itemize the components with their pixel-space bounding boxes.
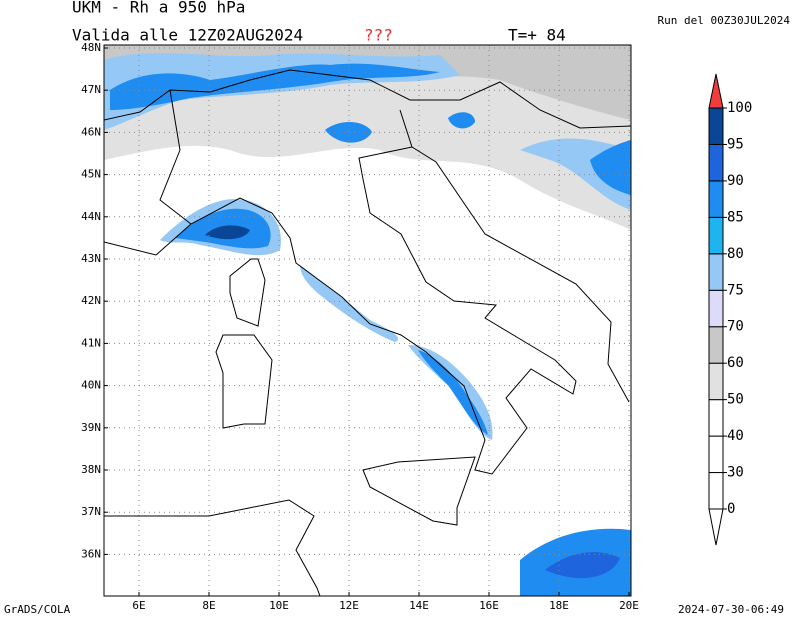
humidity-area (590, 140, 631, 195)
colorbar-box (708, 216, 724, 255)
colorbar-label: 75 (727, 282, 744, 298)
coastlines (104, 69, 631, 596)
lat-label: 43N (81, 252, 101, 265)
lat-label: 41N (81, 336, 101, 349)
colorbar-box (708, 289, 724, 328)
colorbar-arrow (708, 73, 724, 109)
lat-label: 46N (81, 125, 101, 138)
colorbar-box (708, 180, 724, 218)
colorbar-box (708, 399, 724, 437)
humidity-area (205, 225, 250, 240)
footer-right: 2024-07-30-06:49 (678, 603, 784, 616)
colorbar-box (708, 107, 724, 145)
lat-label: 40N (81, 379, 101, 392)
colorbar-label: 70 (727, 319, 744, 335)
humidity-area (448, 112, 475, 129)
lon-label: 12E (339, 599, 359, 612)
lon-label: 14E (409, 599, 429, 612)
lat-label: 48N (81, 41, 101, 54)
colorbar-label: 95 (727, 136, 744, 152)
coastline (362, 456, 476, 526)
colorbar-box (708, 472, 724, 510)
lon-label: 18E (549, 599, 569, 612)
valid-time: Valida alle 12Z02AUG2024 (72, 26, 303, 45)
humidity-area (418, 350, 488, 435)
colorbar-label: 40 (727, 428, 744, 444)
colorbar-box (708, 362, 724, 401)
run-time: Run del 00Z30JUL2024 (658, 14, 791, 27)
lon-label: 6E (132, 599, 145, 612)
colorbar-arrow (708, 508, 724, 546)
colorbar: 0 30 40 50 60 70 75 80 85 90 95 100 (708, 73, 752, 546)
title: UKM - Rh a 950 hPa (72, 0, 245, 17)
colorbar-label: 0 (727, 501, 735, 517)
lat-label: 39N (81, 421, 101, 434)
map (103, 44, 632, 597)
lon-label: 16E (479, 599, 499, 612)
lat-label: 42N (81, 294, 101, 307)
colorbar-label: 100 (727, 100, 752, 116)
colorbar-box (708, 435, 724, 474)
colorbar-label: 50 (727, 392, 744, 408)
flag: ??? (364, 26, 393, 45)
border (399, 109, 413, 148)
border (159, 89, 192, 225)
colorbar-label: 60 (727, 355, 744, 371)
lat-label: 38N (81, 463, 101, 476)
colorbar-box (708, 143, 724, 182)
lat-label: 44N (81, 210, 101, 223)
lat-label: 36N (81, 547, 101, 560)
map-frame (103, 44, 632, 597)
lat-label: 47N (81, 83, 101, 96)
lon-label: 8E (202, 599, 215, 612)
colorbar-label: 30 (727, 465, 744, 481)
coastline (229, 258, 266, 327)
footer-left: GrADS/COLA (4, 603, 71, 616)
colorbar-box (708, 253, 724, 291)
humidity-area (325, 121, 372, 143)
lon-label: 20E (619, 599, 639, 612)
humidity-field (104, 45, 631, 596)
colorbar-box (708, 326, 724, 364)
forecast-step: T=+ 84 (508, 26, 566, 45)
colorbar-label: 85 (727, 209, 744, 225)
colorbar-label: 90 (727, 173, 744, 189)
coastline (215, 334, 273, 429)
lat-label: 45N (81, 168, 101, 181)
humidity-area (545, 552, 620, 579)
coastline (104, 499, 321, 596)
lat-label: 37N (81, 505, 101, 518)
humidity-area (110, 63, 440, 110)
border (104, 69, 631, 129)
colorbar-label: 80 (727, 246, 744, 262)
lon-label: 10E (269, 599, 289, 612)
